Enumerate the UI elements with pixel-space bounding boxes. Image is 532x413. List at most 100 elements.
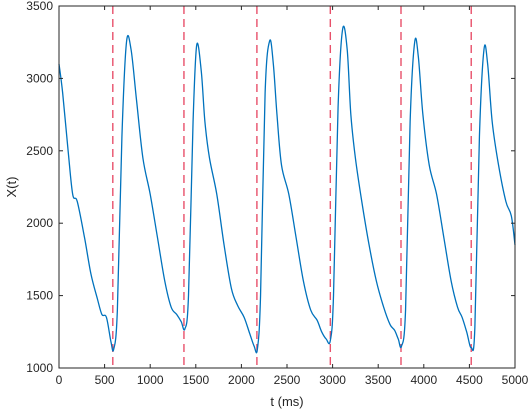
series-point	[171, 307, 172, 308]
series-point	[410, 121, 411, 122]
series-point	[330, 340, 331, 341]
series-point	[389, 324, 390, 325]
series-point	[443, 237, 444, 238]
y-axis: 1000 1500 2000 2500 3000 3500	[26, 0, 515, 375]
series-point	[204, 121, 205, 122]
series-point	[471, 347, 472, 348]
y-tick-label: 3000	[26, 71, 53, 85]
series-point	[184, 328, 185, 329]
series-point	[72, 194, 73, 195]
series-point	[436, 194, 437, 195]
series-point	[296, 237, 297, 238]
series-point	[254, 346, 255, 347]
series-point	[192, 121, 193, 122]
series-point	[303, 281, 304, 282]
x-tick-label: 2000	[228, 373, 255, 387]
x-tick-label: 0	[56, 373, 63, 387]
series-point	[216, 194, 217, 195]
series-point	[84, 237, 85, 238]
series-point	[492, 121, 493, 122]
series-point	[483, 49, 484, 50]
series-point	[90, 273, 91, 274]
series-point	[117, 309, 118, 310]
series-point	[326, 338, 327, 339]
series-point	[126, 42, 127, 43]
series-point	[281, 165, 282, 166]
series-point	[181, 321, 182, 322]
series-point	[231, 288, 232, 289]
series-point	[376, 281, 377, 282]
x-tick-label: 4500	[456, 373, 483, 387]
series-point	[429, 165, 430, 166]
series-point	[62, 92, 63, 93]
series-point	[101, 314, 102, 315]
x-tick-label: 3000	[319, 373, 346, 387]
series-point	[457, 307, 458, 308]
series-point	[414, 42, 415, 43]
series-point	[164, 281, 165, 282]
series-point	[106, 317, 107, 318]
series-point	[337, 107, 338, 108]
series-point	[498, 165, 499, 166]
series-point	[97, 298, 98, 299]
x-tick-label: 1000	[137, 373, 164, 387]
series-point	[361, 201, 362, 202]
series-point	[405, 309, 406, 310]
x-axis: 0 500 1000 1500 2000 2500 3000 3500 4000 4500 5000	[56, 6, 529, 387]
series-point	[466, 331, 467, 332]
series-point	[394, 330, 395, 331]
series-point	[288, 194, 289, 195]
series-point	[350, 114, 351, 115]
series-point	[347, 49, 348, 50]
series-point	[77, 201, 78, 202]
series-point	[188, 295, 189, 296]
y-axis-title: X(t)	[4, 177, 19, 198]
series-point	[201, 71, 202, 72]
event-markers	[112, 6, 472, 368]
x-tick-label: 2500	[274, 373, 301, 387]
series-point	[333, 295, 334, 296]
x-tick-label: 5000	[502, 373, 529, 387]
series-layer	[58, 25, 516, 354]
series-point	[130, 49, 131, 50]
series-point	[150, 194, 151, 195]
series-point	[398, 338, 399, 339]
y-tick-label: 3500	[26, 0, 53, 13]
series-point	[157, 237, 158, 238]
series-point	[451, 281, 452, 282]
series-point	[511, 215, 512, 216]
series-point	[269, 40, 270, 41]
series-point	[237, 305, 238, 306]
series-point	[209, 157, 210, 158]
series-point	[474, 327, 475, 328]
series-point	[249, 333, 250, 334]
series-point	[136, 100, 137, 101]
series-line	[58, 25, 516, 354]
series-point	[276, 114, 277, 115]
series-point	[257, 349, 258, 350]
y-tick-label: 1000	[26, 361, 53, 375]
series-point	[401, 346, 402, 347]
series-point	[505, 201, 506, 202]
series-point	[265, 92, 266, 93]
series-point	[355, 157, 356, 158]
y-tick-label: 2500	[26, 144, 53, 158]
y-tick-label: 2000	[26, 216, 53, 230]
series-point	[310, 309, 311, 310]
x-tick-label: 1500	[182, 373, 209, 387]
series-point	[68, 150, 69, 151]
series-point	[462, 317, 463, 318]
series-point	[418, 56, 419, 57]
series-point	[176, 314, 177, 315]
series-point	[223, 244, 224, 245]
series-point	[321, 331, 322, 332]
x-tick-label: 500	[95, 373, 115, 387]
x-tick-label: 4000	[410, 373, 437, 387]
series-point	[244, 317, 245, 318]
series-point	[142, 157, 143, 158]
series-point	[113, 349, 114, 350]
series-point	[383, 307, 384, 308]
series-point	[273, 63, 274, 64]
series-point	[422, 114, 423, 115]
